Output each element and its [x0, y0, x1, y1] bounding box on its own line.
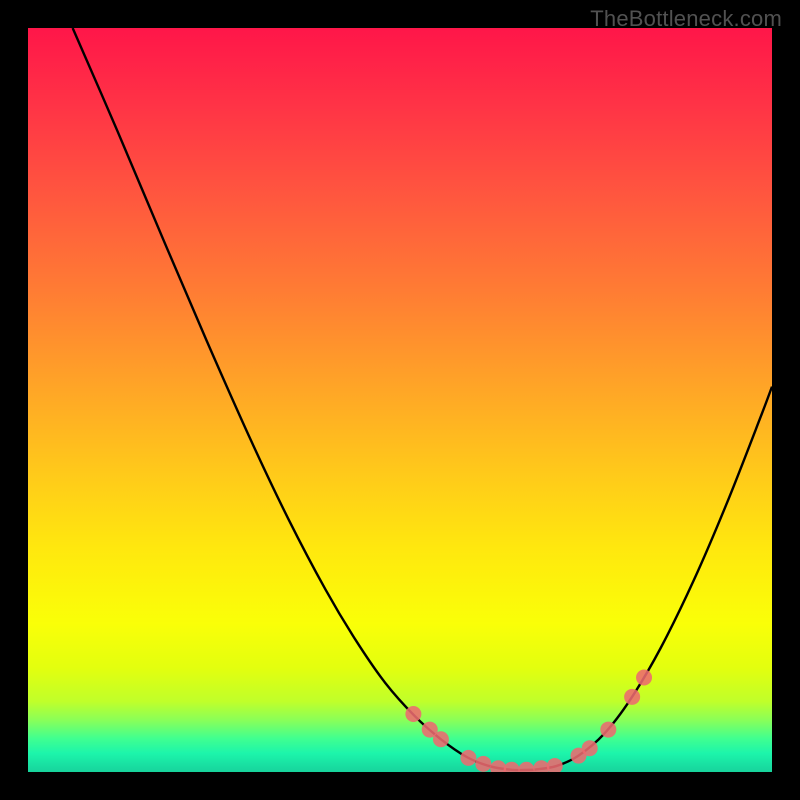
highlight-marker: [460, 750, 476, 766]
highlight-marker: [636, 670, 652, 686]
highlight-marker: [433, 731, 449, 747]
highlight-marker: [600, 722, 616, 738]
highlight-marker: [518, 762, 534, 772]
watermark-text: TheBottleneck.com: [590, 6, 782, 32]
bottleneck-curve-left: [73, 28, 534, 770]
highlight-marker: [475, 756, 491, 772]
curve-layer: [28, 28, 772, 772]
plot-area: [28, 28, 772, 772]
highlight-marker: [582, 740, 598, 756]
bottleneck-curve-right: [534, 387, 772, 770]
highlight-marker: [547, 758, 563, 772]
highlight-marker: [504, 762, 520, 772]
highlight-marker: [405, 706, 421, 722]
highlight-marker: [624, 689, 640, 705]
